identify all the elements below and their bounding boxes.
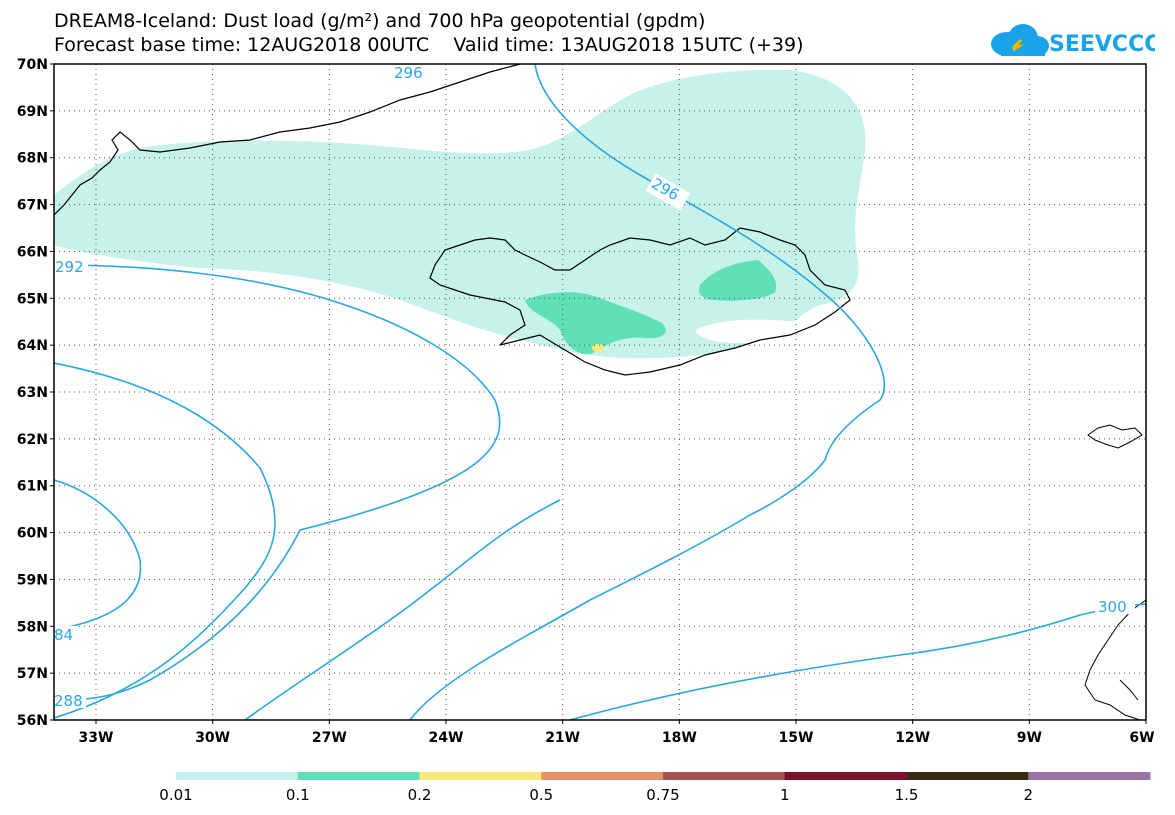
colorbar-swatch [419, 772, 542, 780]
greenland-coast [54, 64, 521, 216]
cloud-icon [991, 24, 1049, 56]
lon-label-24W: 24W [429, 730, 464, 746]
contour-label-296-top: 296 [394, 64, 423, 82]
colorbar-label: 2 [1023, 786, 1033, 804]
lat-label-66N: 66N [17, 244, 48, 260]
colorbar-label: 1 [780, 786, 790, 804]
colorbar-label: 0.01 [159, 786, 192, 804]
colorbar-swatch [297, 772, 420, 780]
colorbar-label: 0.5 [529, 786, 553, 804]
dust-region-mid-east [698, 260, 777, 301]
lon-label-33W: 33W [79, 730, 114, 746]
lon-label-27W: 27W [312, 730, 347, 746]
colorbar-swatch [1028, 772, 1151, 780]
graticule [54, 64, 1146, 720]
scotland-coast [1084, 599, 1146, 720]
lat-label-57N: 57N [17, 666, 48, 682]
lon-label-12W: 12W [895, 730, 930, 746]
lon-label-18W: 18W [662, 730, 697, 746]
dust-region-mid-west [525, 292, 666, 355]
lat-label-68N: 68N [17, 151, 48, 167]
contour-label-288: 288 [54, 692, 83, 710]
lon-label-15W: 15W [779, 730, 814, 746]
colorbar-label: 0.1 [286, 786, 310, 804]
latitude-labels: 70N 69N 68N 67N 66N 65N 64N 63N 62N 61N 60N 59N 58N 5… [17, 57, 54, 729]
colorbar-swatch [663, 772, 786, 780]
lat-label-62N: 62N [17, 432, 48, 448]
dust-region-high [592, 344, 604, 352]
colorbar-swatch [176, 772, 299, 780]
lat-label-59N: 59N [17, 572, 48, 588]
plot-area: 296 296 292 300 84 288 [54, 64, 1146, 720]
contour-label-300: 300 [1098, 598, 1127, 616]
colorbar-swatch [906, 772, 1029, 780]
lat-label-70N: 70N [17, 57, 48, 73]
logo-text: SEEVCCC [1049, 32, 1155, 57]
lat-label-67N: 67N [17, 198, 48, 214]
lon-label-9W: 9W [1017, 730, 1042, 746]
faroe-coast [1087, 424, 1143, 449]
lat-label-58N: 58N [17, 619, 48, 635]
contour-label-84: 84 [54, 626, 73, 644]
colorbar-swatch [784, 772, 907, 780]
colorbar-label: 0.2 [408, 786, 432, 804]
lat-label-61N: 61N [17, 479, 48, 495]
colorbar: 0.01 0.1 0.2 0.5 0.75 1 1.5 2 [159, 772, 1151, 804]
colorbar-label: 1.5 [895, 786, 919, 804]
lat-label-69N: 69N [17, 104, 48, 120]
title-line-2: Forecast base time: 12AUG2018 00UTC Vali… [54, 34, 804, 56]
lon-label-21W: 21W [545, 730, 580, 746]
colorbar-label: 0.75 [646, 786, 679, 804]
lat-label-60N: 60N [17, 526, 48, 542]
lat-label-64N: 64N [17, 338, 48, 354]
dust-region-low [54, 69, 866, 359]
lat-label-56N: 56N [17, 713, 48, 729]
iceland-coast [429, 227, 851, 376]
colorbar-swatch [541, 772, 664, 780]
contour-label-292: 292 [55, 258, 84, 276]
seevccc-logo: SEEVCCC [991, 24, 1155, 57]
longitude-labels: 33W 30W 27W 24W 21W 18W 15W 12W 9W 6W [79, 720, 1155, 746]
title-line-1: DREAM8-Iceland: Dust load (g/m²) and 700… [54, 10, 706, 32]
lat-label-63N: 63N [17, 385, 48, 401]
lon-label-30W: 30W [195, 730, 230, 746]
lon-label-6W: 6W [1129, 730, 1154, 746]
lat-label-65N: 65N [17, 291, 48, 307]
